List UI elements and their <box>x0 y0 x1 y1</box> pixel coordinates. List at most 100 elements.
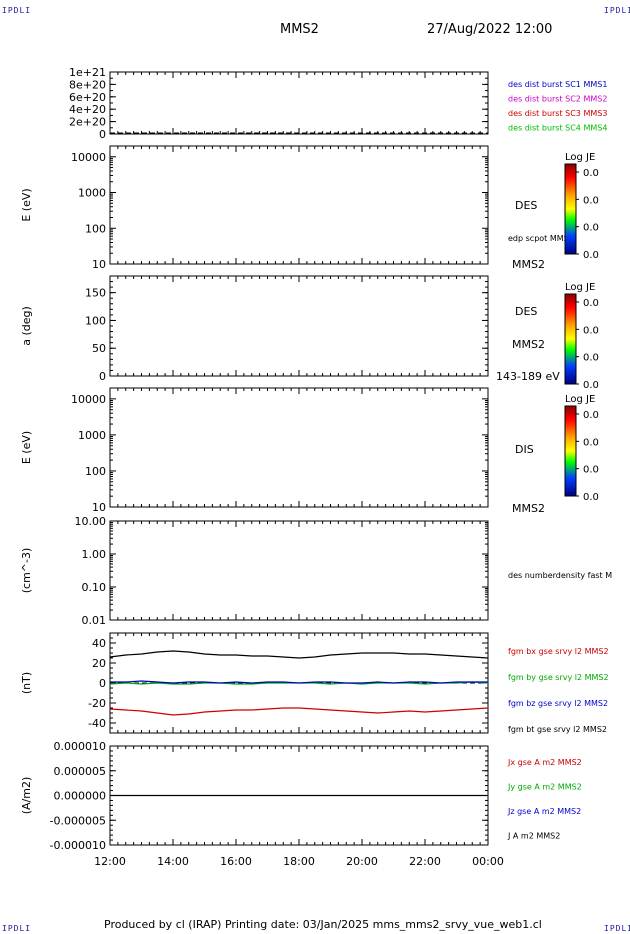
time-tick-label: 16:00 <box>220 855 252 868</box>
energy-y-tick-label: 100 <box>85 222 106 235</box>
density-y-tick-label: 0.10 <box>82 581 107 594</box>
burst-legend-label: des dist burst SC2 MMS2 <box>508 95 607 104</box>
colorbar-title: Log JE <box>565 394 595 405</box>
energy-y-tick-label: 100 <box>85 465 106 478</box>
spacecraft-label: MMS2 <box>512 502 545 515</box>
bfield-series-line-0 <box>109 707 489 716</box>
colorbar <box>564 163 577 255</box>
burst-legend-label: des dist burst SC1 MMS1 <box>508 80 607 89</box>
colorbar-tick-label: 0.0 <box>583 410 599 421</box>
energy-y-tick-label: 10 <box>92 501 106 514</box>
bfield-axis-label: (nT) <box>20 672 33 694</box>
bfield-legend-label: fgm by gse srvy l2 MMS2 <box>508 673 609 682</box>
current-legend-label: Jx gse A m2 MMS2 <box>507 758 582 767</box>
datetime-title: 27/Aug/2022 12:00 <box>427 22 553 37</box>
burst-y-tick-label: 8e+20 <box>69 78 106 91</box>
energy-y-tick-label: 10000 <box>71 151 106 164</box>
bfield-y-tick-label: 0 <box>99 677 106 690</box>
current-y-tick-label: 0.000000 <box>54 790 107 803</box>
corner-label-bottom-left: IPDLI <box>2 924 32 933</box>
time-tick-label: 22:00 <box>409 855 441 868</box>
density-legend-label: des numberdensity fast M <box>508 571 612 580</box>
colorbar-tick-label: 0.0 <box>583 437 599 448</box>
current-legend-label: J A m2 MMS2 <box>507 832 560 841</box>
time-tick-label: 00:00 <box>472 855 504 868</box>
colorbar-tick-label: 0.0 <box>583 195 599 206</box>
corner-label-bottom-right: IPDLI <box>604 924 630 933</box>
bfield-y-tick-label: -40 <box>88 717 106 730</box>
pitch-axis-label: a (deg) <box>20 306 33 346</box>
burst-y-tick-label: 0 <box>99 128 106 141</box>
current-y-tick-label: 0.000010 <box>54 740 107 753</box>
pitch-y-tick-label: 50 <box>92 342 106 355</box>
current-axis-label: (A/m2) <box>20 777 33 815</box>
instrument-label: DIS <box>515 443 534 456</box>
panel-frame-0 <box>109 71 489 135</box>
spacecraft-label: MMS2 <box>512 258 545 271</box>
time-tick-label: 14:00 <box>157 855 189 868</box>
panel-frame-2 <box>109 275 489 377</box>
colorbar-tick-label: 0.0 <box>583 325 599 336</box>
energy-range-label: 143-189 eV <box>496 370 560 383</box>
scpot-annotation: edp scpot MMS2 <box>508 234 574 243</box>
energy-axis-label: E (eV) <box>20 188 33 221</box>
bfield-series-line-3 <box>109 650 489 659</box>
spacecraft-label: MMS2 <box>512 338 545 351</box>
colorbar-tick-label: 0.0 <box>583 250 599 261</box>
colorbar-tick-label: 0.0 <box>583 168 599 179</box>
time-tick-label: 12:00 <box>94 855 126 868</box>
colorbar-tick-label: 0.0 <box>583 223 599 234</box>
colorbar <box>564 405 577 497</box>
colorbar-tick-label: 0.0 <box>583 353 599 364</box>
current-legend-label: Jy gse A m2 MMS2 <box>507 783 582 792</box>
time-tick-label: 18:00 <box>283 855 315 868</box>
corner-label-top-left: IPDLI <box>2 6 32 15</box>
density-y-tick-label: 0.01 <box>82 614 107 627</box>
colorbar-tick-label: 0.0 <box>583 380 599 391</box>
bfield-y-tick-label: 40 <box>92 637 106 650</box>
bfield-legend-label: fgm bz gse srvy l2 MMS2 <box>508 699 608 708</box>
density-y-tick-label: 1.00 <box>82 548 107 561</box>
panel-frame-3 <box>109 387 489 508</box>
panel-frame-4 <box>109 520 489 621</box>
colorbar-tick-label: 0.0 <box>583 298 599 309</box>
burst-y-tick-label: 1e+21 <box>69 66 106 79</box>
instrument-label: DES <box>515 199 537 212</box>
footer-credit: Produced by cl (IRAP) Printing date: 03/… <box>104 918 542 931</box>
energy-y-tick-label: 1000 <box>78 429 106 442</box>
bfield-legend-label: fgm bt gse srvy l2 MMS2 <box>508 725 607 734</box>
current-y-tick-label: -0.000010 <box>50 839 106 852</box>
bfield-y-tick-label: -20 <box>88 697 106 710</box>
current-legend-label: Jz gse A m2 MMS2 <box>507 807 581 816</box>
energy-y-tick-label: 1000 <box>78 187 106 200</box>
bfield-series-line-2 <box>110 680 488 684</box>
pitch-y-tick-label: 100 <box>85 314 106 327</box>
bfield-legend-label: fgm bx gse srvy l2 MMS2 <box>508 647 609 656</box>
colorbar-tick-label: 0.0 <box>583 465 599 476</box>
burst-y-tick-label: 2e+20 <box>69 116 106 129</box>
colorbar-title: Log JE <box>565 282 595 293</box>
burst-legend-label: des dist burst SC3 MMS3 <box>508 109 607 118</box>
energy-y-tick-label: 10000 <box>71 393 106 406</box>
current-y-tick-label: 0.000005 <box>54 765 107 778</box>
burst-y-tick-label: 6e+20 <box>69 91 106 104</box>
density-y-tick-label: 10.00 <box>75 515 107 528</box>
corner-label-top-right: IPDLI <box>604 6 630 15</box>
time-tick-label: 20:00 <box>346 855 378 868</box>
pitch-y-tick-label: 0 <box>99 370 106 383</box>
spacecraft-title: MMS2 <box>280 22 319 37</box>
instrument-label: DES <box>515 305 537 318</box>
energy-y-tick-label: 10 <box>92 258 106 271</box>
colorbar-tick-label: 0.0 <box>583 492 599 503</box>
energy-axis-label: E (eV) <box>20 431 33 464</box>
current-y-tick-label: -0.000005 <box>50 814 106 827</box>
pitch-y-tick-label: 150 <box>85 287 106 300</box>
density-axis-label: (cm^-3) <box>20 548 33 594</box>
burst-y-tick-label: 4e+20 <box>69 103 106 116</box>
burst-legend-label: des dist burst SC4 MMS4 <box>508 124 607 133</box>
panel-frame-1 <box>109 145 489 265</box>
colorbar-title: Log JE <box>565 152 595 163</box>
colorbar <box>564 293 577 385</box>
bfield-y-tick-label: 20 <box>92 657 106 670</box>
